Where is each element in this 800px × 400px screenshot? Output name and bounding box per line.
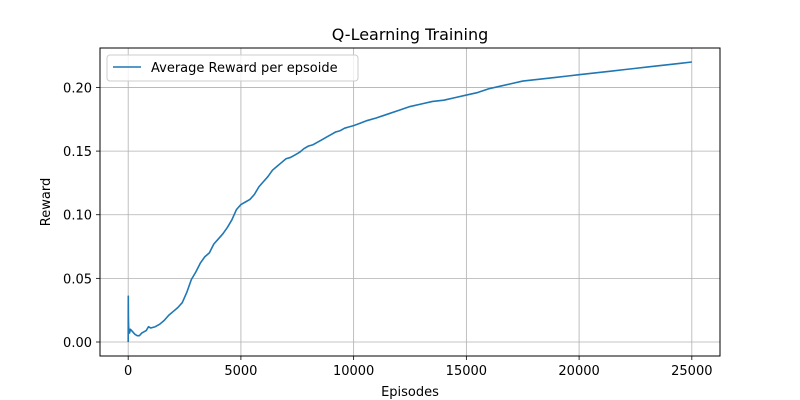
plot-area — [127, 61, 692, 343]
y-tick-label: 0.05 — [63, 272, 92, 287]
y-tick-label: 0.20 — [63, 81, 92, 96]
y-tick-label: 0.10 — [63, 209, 92, 224]
x-tick-label: 25000 — [671, 364, 712, 379]
chart-title: Q-Learning Training — [332, 25, 489, 44]
x-tick-label: 10000 — [333, 364, 374, 379]
y-tick-label: 0.15 — [63, 145, 92, 160]
legend: Average Reward per epsoide — [106, 54, 359, 82]
series-line — [127, 61, 692, 343]
legend-box — [106, 54, 359, 82]
x-tick-label: 5000 — [224, 364, 257, 379]
y-axis-label: Reward — [39, 178, 54, 226]
grid-lines — [100, 48, 720, 356]
x-axis-label: Episodes — [381, 385, 439, 400]
y-tick-label: 0.00 — [63, 336, 92, 351]
axis-ticks: 0 5000 10000 15000 20000 25000 0.00 0.05 0.10 0.1… — [63, 81, 712, 379]
x-tick-label: 0 — [124, 364, 132, 379]
x-tick-label: 20000 — [558, 364, 599, 379]
plot-frame — [99, 47, 721, 357]
x-tick-label: 15000 — [446, 364, 487, 379]
legend-label: Average Reward per epsoide — [151, 61, 338, 76]
